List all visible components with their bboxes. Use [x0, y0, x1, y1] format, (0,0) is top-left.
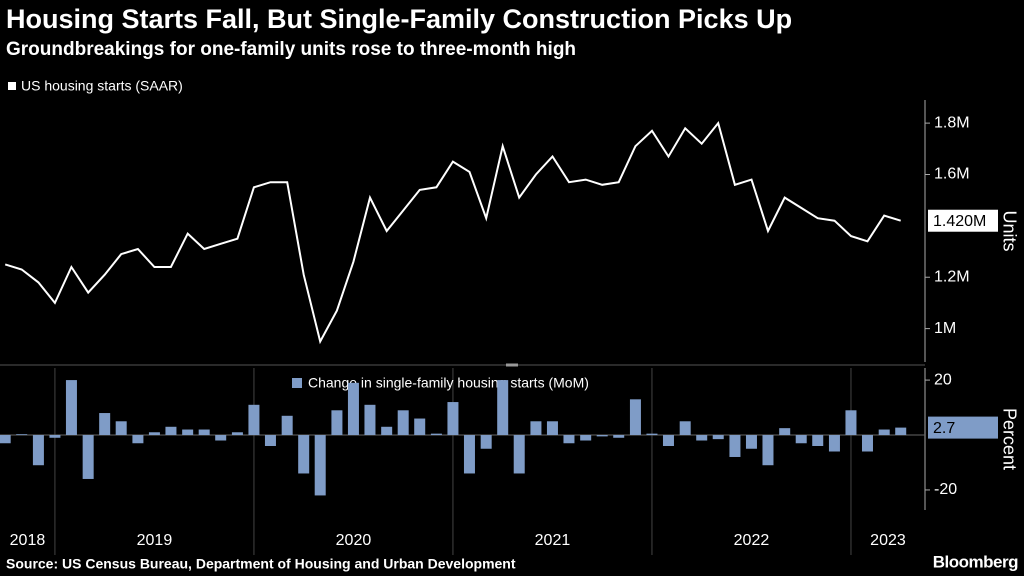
y-tick-label: 1.2M	[934, 268, 970, 285]
brand: Bloomberg	[933, 552, 1018, 571]
bar	[99, 413, 111, 436]
bar	[662, 435, 674, 447]
value-label: 2.7	[933, 420, 955, 437]
bar	[812, 435, 824, 447]
chart-title: Housing Starts Fall, But Single-Family C…	[6, 4, 792, 34]
value-label: 1.420M	[933, 213, 986, 230]
bar	[298, 435, 310, 474]
legend-label: US housing starts (SAAR)	[21, 78, 183, 94]
bar	[414, 418, 426, 436]
bar	[65, 380, 77, 436]
y-tick-label: 20	[934, 371, 952, 388]
bar	[314, 435, 326, 496]
bar	[530, 421, 542, 436]
bar	[182, 429, 194, 436]
bar	[646, 433, 658, 436]
x-tick-label: 2018	[10, 532, 46, 549]
bar	[115, 421, 127, 436]
bar	[513, 435, 525, 474]
bar	[795, 435, 807, 444]
bar	[679, 421, 691, 436]
source: Source: US Census Bureau, Department of …	[6, 556, 516, 572]
bar	[381, 426, 393, 436]
x-tick-label: 2021	[535, 532, 571, 549]
bar	[762, 435, 774, 466]
bar	[132, 435, 144, 444]
y-tick-label: 1.8M	[934, 114, 970, 131]
y-tick-label: 1.6M	[934, 166, 970, 183]
legend-swatch	[8, 82, 16, 90]
bar	[447, 402, 459, 436]
bar	[148, 432, 160, 436]
bar	[629, 399, 641, 436]
bar	[779, 428, 791, 436]
x-tick-label: 2020	[336, 532, 372, 549]
bar	[165, 426, 177, 436]
x-tick-label: 2023	[870, 532, 906, 549]
bar	[32, 435, 44, 466]
bar	[264, 435, 276, 447]
legend-swatch	[292, 378, 302, 388]
bar	[745, 435, 757, 449]
y-tick-label: 1M	[934, 320, 956, 337]
legend-label: Change in single-family housing starts (…	[308, 375, 589, 391]
bar	[563, 435, 575, 444]
y-tick-label: -20	[934, 481, 957, 498]
y-axis-label: Units	[999, 210, 1019, 251]
bar	[828, 435, 840, 452]
value-label-box	[928, 416, 998, 439]
bar	[463, 435, 475, 474]
bar	[580, 435, 592, 441]
bar	[198, 429, 210, 436]
bar	[430, 433, 442, 436]
x-tick-label: 2022	[734, 532, 770, 549]
y-axis-label: Percent	[999, 408, 1019, 470]
bar	[248, 404, 260, 436]
bar	[845, 410, 857, 436]
bar	[596, 435, 608, 437]
bar	[712, 435, 724, 440]
bar	[347, 382, 359, 436]
bar	[861, 435, 873, 452]
bar	[364, 404, 376, 436]
bar	[696, 435, 708, 441]
bar	[82, 435, 94, 479]
line	[4, 120, 901, 345]
bar	[16, 434, 28, 436]
bar	[878, 429, 890, 436]
bar	[497, 380, 509, 436]
bar	[49, 435, 61, 438]
chart-subtitle: Groundbreakings for one-family units ros…	[6, 39, 576, 60]
bar	[546, 421, 558, 436]
bar	[613, 435, 625, 438]
bar	[480, 435, 492, 449]
bar	[331, 410, 343, 436]
x-tick-label: 2019	[137, 532, 173, 549]
bar	[895, 427, 907, 436]
bar	[281, 415, 293, 436]
bar	[397, 410, 409, 436]
bar	[729, 435, 741, 457]
value-label-box	[928, 209, 998, 232]
bar	[231, 432, 243, 436]
bar	[215, 435, 227, 441]
bar	[0, 435, 11, 444]
